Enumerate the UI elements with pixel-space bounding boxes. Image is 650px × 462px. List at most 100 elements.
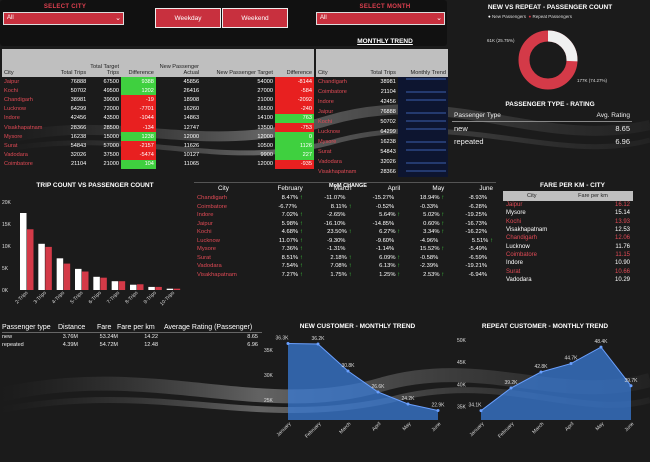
table-row[interactable]: Visakhapatnam 7.27% ↑ 1.75% ↑ 1.25% ↑ 2.53% … [194,271,496,280]
bar-white[interactable] [130,284,137,290]
bar-white[interactable] [148,286,155,290]
donut-slice-new[interactable] [518,30,578,90]
data-point[interactable] [539,370,543,374]
table-row[interactable]: Kochi 50702 49500 1202 26416 27000 -584 [2,86,314,96]
col-distance[interactable]: Distance [58,324,86,331]
col-total-trips[interactable]: Total Trips [364,49,398,77]
data-point[interactable] [376,390,380,394]
table-row[interactable]: Surat 54843 57000 -2157 11626 10500 1126 [2,141,314,151]
table-row[interactable]: new 3.76M 53.24M 14.22 8.65 [2,333,262,341]
data-point[interactable] [316,342,320,346]
table-row[interactable]: Vadodara 32026 [316,157,448,167]
col-april[interactable]: April [387,185,401,192]
bar-white[interactable] [56,258,64,290]
col-may[interactable]: May [432,185,445,192]
data-point[interactable] [406,402,410,406]
table-row[interactable]: Visakhapatnam 12.53 [503,226,633,234]
col-february[interactable]: February [277,185,303,192]
table-row[interactable]: Indore 7.02% ↑ -2.65% 5.64% ↑ 5.02% ↑ -19.25… [194,211,496,220]
table-row[interactable]: Mysore 16238 15000 1238 12000 12000 0 [2,132,314,142]
table-row[interactable]: Vadodara 32026 37500 -5474 10127 9900 227 [2,150,314,160]
col-monthly-trend[interactable]: Monthly Trend [397,49,448,77]
col-fare-per-km[interactable]: Fare per km [117,324,155,331]
table-row[interactable]: Visakhapatnam 28366 [316,167,448,177]
table-row[interactable]: Jaipur 76888 [316,107,448,117]
table-row[interactable]: Jaipur 5.98% ↑ -16.10% -14.85% 0.60% ↑ -16.… [194,220,496,229]
table-row[interactable]: Chandigarh 38981 39000 -19 18908 21000 -2092 [2,95,314,105]
table-row[interactable]: Vadodara 10.29 [503,276,633,284]
col-total-trips[interactable]: Total Trips [51,49,89,77]
bar-red[interactable] [100,277,107,290]
data-point[interactable] [599,345,603,349]
weekend-button[interactable]: Weekend [222,8,288,28]
col-city[interactable]: City [2,49,52,77]
table-row[interactable]: Coimbatore 11.15 [503,251,633,259]
table-row[interactable]: Mysore 15.14 [503,209,633,217]
bar-red[interactable] [82,271,89,290]
table-row[interactable]: Chandigarh 12.06 [503,234,633,242]
table-row[interactable]: Surat 54843 [316,147,448,157]
bar-red[interactable] [45,246,52,290]
list-item[interactable]: new 8.65 [452,122,632,135]
col-avg-rating[interactable]: Avg. Rating [596,112,630,119]
col-average-rating[interactable]: Average Rating (Passenger) [164,324,253,331]
col-city[interactable]: City [218,185,229,192]
table-row[interactable]: Lucknow 11.07% ↑ -9.30% -9.60% -4.96% 5.51… [194,237,496,246]
bar-white[interactable] [111,281,119,290]
col-june[interactable]: June [479,185,493,192]
col-target-trips[interactable]: Total Target Trips [88,49,122,77]
col-new-passenger-target[interactable]: New Passenger Target [201,49,275,77]
table-row[interactable]: Mysore 7.36% ↑ -1.31% -1.14% 15.52% ↑ -5.49… [194,245,496,254]
data-point[interactable] [346,369,350,373]
col-difference[interactable]: Difference [121,49,156,77]
weekday-button[interactable]: Weekday [155,8,221,28]
table-row[interactable]: Mysore 16238 [316,137,448,147]
data-point[interactable] [509,386,513,390]
table-row[interactable]: Jaipur 76888 67500 9388 45856 54000 -8144 [2,77,314,87]
col-passenger-type[interactable]: Passenger Type [454,112,501,119]
bar-white[interactable] [20,213,27,290]
table-row[interactable]: Visakhapatnam 28366 28500 -134 12747 13500 -75… [2,122,314,133]
col-city[interactable]: City [316,49,365,77]
table-row[interactable]: repeated 4.39M 54.72M 12.48 6.96 [2,341,262,349]
table-row[interactable]: Chandigarh 8.47% ↑ -11.07% -15.27% 18.94% … [194,194,496,203]
table-row[interactable]: Lucknow 11.76 [503,242,633,250]
data-point[interactable] [569,362,573,366]
table-row[interactable]: Coimbatore 21104 21000 104 11065 12000 -935 [2,159,314,169]
bar-white[interactable] [93,276,100,290]
table-row[interactable]: Surat 10.66 [503,267,633,275]
bar-white[interactable] [38,243,45,290]
table-row[interactable]: Jaipur 16.12 [503,201,633,209]
table-row[interactable]: Kochi 4.68% ↑ 23.50% ↑ 6.27% ↑ 3.34% ↑ -16.22… [194,228,496,237]
table-row[interactable]: Indore 42456 43500 -1044 14863 14100 763 [2,113,314,123]
month-dropdown[interactable]: All ⌄ [316,12,445,25]
bar-red[interactable] [63,263,71,290]
col-march[interactable]: March [333,185,352,192]
bar-red[interactable] [173,288,181,290]
table-row[interactable]: Coimbatore -6.77% 8.11% ↑ -0.52% -0.33% -6… [194,203,496,212]
data-point[interactable] [479,409,483,413]
bar-white[interactable] [75,268,82,290]
bar-red[interactable] [155,286,162,290]
city-dropdown[interactable]: All ⌄ [3,12,124,25]
data-point[interactable] [436,409,440,412]
bar-red[interactable] [118,281,126,290]
bar-red[interactable] [137,284,144,290]
table-row[interactable]: Coimbatore 21104 [316,87,448,97]
col-difference-2[interactable]: Difference [274,49,314,77]
table-row[interactable]: Kochi 13.93 [503,218,633,226]
table-row[interactable]: Indore 10.90 [503,259,633,267]
table-row[interactable]: Vadodara 7.54% ↑ 7.08% ↑ 6.13% ↑ -2.39% -19.… [194,262,496,271]
bar-red[interactable] [27,229,34,290]
col-city[interactable]: City [527,193,537,199]
data-point[interactable] [629,384,633,388]
col-passenger-type[interactable]: Passenger type [2,324,51,331]
col-fare-per-km[interactable]: Fare per km [578,193,608,199]
bar-white[interactable] [166,288,174,290]
table-row[interactable]: Kochi 50702 [316,117,448,127]
table-row[interactable]: Lucknow 64299 [316,127,448,137]
table-row[interactable]: Lucknow 64299 72000 -7701 16260 16500 -240 [2,104,314,114]
table-row[interactable]: Chandigarh 38981 [316,77,448,87]
col-fare[interactable]: Fare [97,324,112,331]
table-row[interactable]: Surat 8.51% ↑ 2.18% ↑ 6.09% ↑ -0.58% -6.59% [194,254,496,263]
